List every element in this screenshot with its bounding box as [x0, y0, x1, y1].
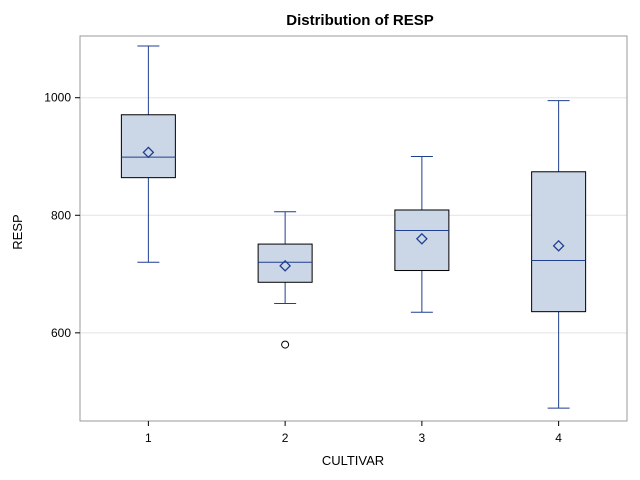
interquartile-box	[257, 243, 313, 283]
box-cultivar-4	[531, 100, 587, 409]
mean-marker	[279, 259, 292, 272]
x-tick-label: 4	[555, 431, 562, 445]
box-cultivar-3	[394, 155, 450, 313]
mean-marker	[415, 232, 428, 245]
boxes-layer	[120, 45, 587, 409]
x-tick-label: 3	[419, 431, 426, 445]
y-axis-label: RESP	[10, 214, 25, 249]
plot-frame	[79, 35, 628, 422]
outlier-point	[281, 340, 290, 349]
x-tick-label: 2	[282, 431, 289, 445]
box-cultivar-2	[257, 211, 313, 349]
interquartile-box	[120, 114, 176, 179]
x-axis-label: CULTIVAR	[322, 453, 384, 468]
mean-marker	[552, 239, 565, 252]
box-cultivar-1	[120, 45, 176, 263]
interquartile-box	[394, 209, 450, 272]
x-tick-label: 1	[145, 431, 152, 445]
x-axis: 1 2 3 4	[145, 421, 562, 445]
y-axis: 600 800 1000	[44, 91, 80, 340]
y-tick-label: 600	[51, 326, 71, 340]
mean-marker	[142, 146, 155, 159]
y-tick-label: 1000	[44, 91, 71, 105]
chart-title: Distribution of RESP	[286, 12, 434, 29]
y-tick-label: 800	[51, 208, 71, 222]
